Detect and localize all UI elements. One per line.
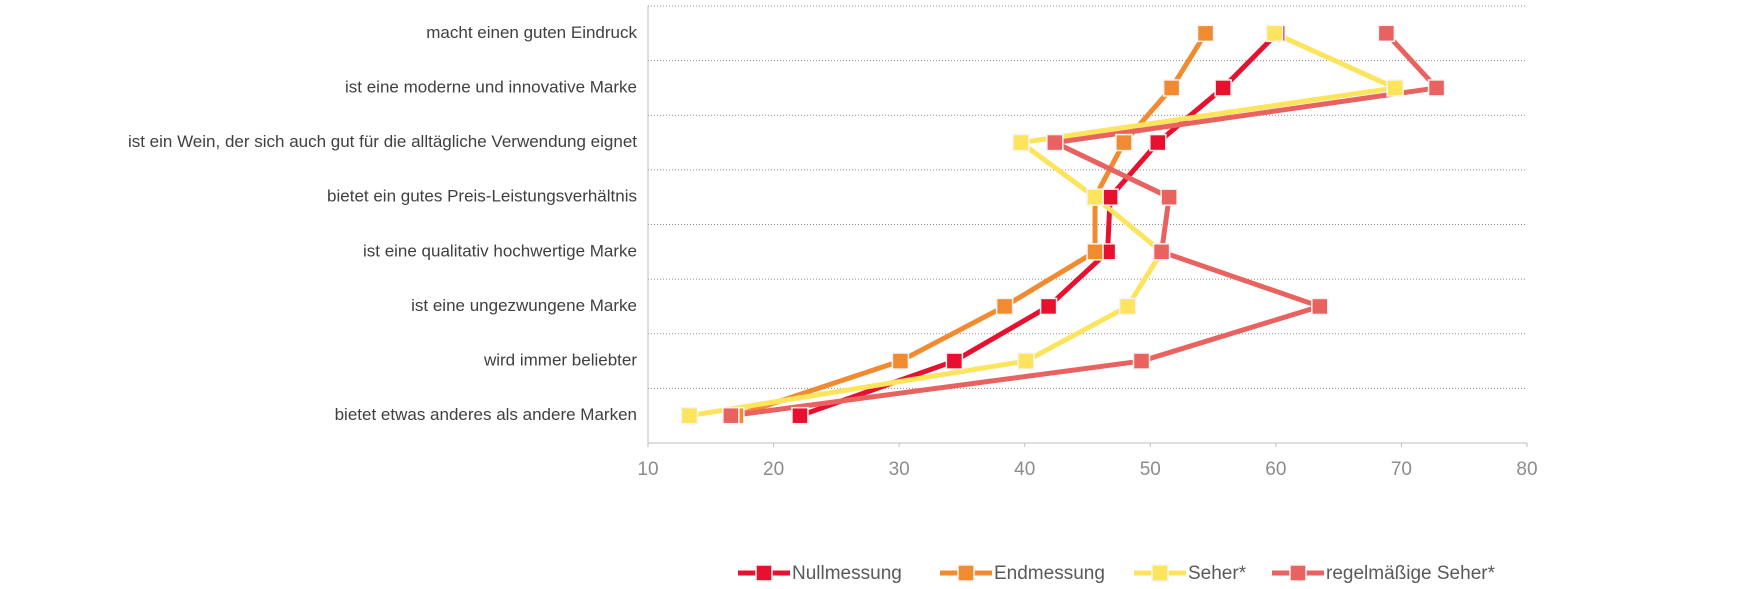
- category-label: bietet etwas anderes als andere Marken: [335, 405, 637, 424]
- series-line: [735, 31, 1208, 419]
- marker: [995, 297, 1014, 316]
- legend-marker: [755, 564, 773, 582]
- x-tick-label: 50: [1140, 459, 1161, 480]
- legend-marker: [1289, 564, 1307, 582]
- marker: [722, 406, 740, 425]
- legend-marker: [1151, 564, 1169, 582]
- marker: [1265, 24, 1284, 43]
- marker: [1386, 79, 1404, 97]
- marker: [945, 352, 964, 370]
- category-label: ist ein Wein, der sich auch gut für die …: [128, 132, 637, 151]
- x-tick-label: 30: [889, 459, 910, 480]
- category-label: macht einen guten Eindruck: [426, 23, 637, 42]
- series-line: [689, 31, 1398, 419]
- marker: [1118, 297, 1137, 316]
- category-label: bietet ein gutes Preis-Leistungsverhältn…: [327, 187, 637, 206]
- marker: [1132, 352, 1151, 370]
- legend-label: Endmessung: [994, 563, 1105, 584]
- marker: [1377, 24, 1396, 43]
- marker: [1214, 79, 1232, 97]
- x-tick-label: 70: [1391, 459, 1412, 480]
- x-tick-label: 60: [1265, 459, 1286, 480]
- marker: [1160, 188, 1178, 206]
- series-line: [730, 31, 1440, 419]
- legend-marker: [957, 564, 975, 582]
- marker: [791, 406, 809, 425]
- marker: [1039, 297, 1058, 316]
- marker: [1115, 133, 1133, 152]
- marker: [1086, 243, 1104, 261]
- marker: [1101, 188, 1119, 206]
- marker: [1012, 133, 1030, 152]
- marker: [1311, 297, 1329, 316]
- legend-label: Nullmessung: [792, 563, 902, 584]
- series-line: [799, 31, 1279, 419]
- marker: [1046, 133, 1064, 152]
- category-label: ist eine ungezwungene Marke: [411, 296, 637, 315]
- marker: [1196, 24, 1215, 43]
- marker: [891, 352, 910, 370]
- marker: [1017, 352, 1035, 370]
- legend-label: regelmäßige Seher*: [1326, 563, 1496, 584]
- category-label: ist eine qualitativ hochwertige Marke: [363, 241, 637, 260]
- marker: [1162, 79, 1181, 97]
- x-tick-label: 10: [637, 459, 658, 480]
- x-tick-label: 40: [1014, 459, 1035, 480]
- legend-label: Seher*: [1188, 563, 1247, 584]
- marker: [1086, 188, 1104, 206]
- marker: [1152, 243, 1171, 261]
- marker: [680, 406, 699, 425]
- x-tick-label: 80: [1516, 459, 1537, 480]
- marker: [1427, 79, 1446, 97]
- x-tick-label: 20: [763, 459, 784, 480]
- category-label: ist eine moderne und innovative Marke: [345, 77, 637, 96]
- category-label: wird immer beliebter: [483, 351, 637, 370]
- marker: [1149, 133, 1167, 152]
